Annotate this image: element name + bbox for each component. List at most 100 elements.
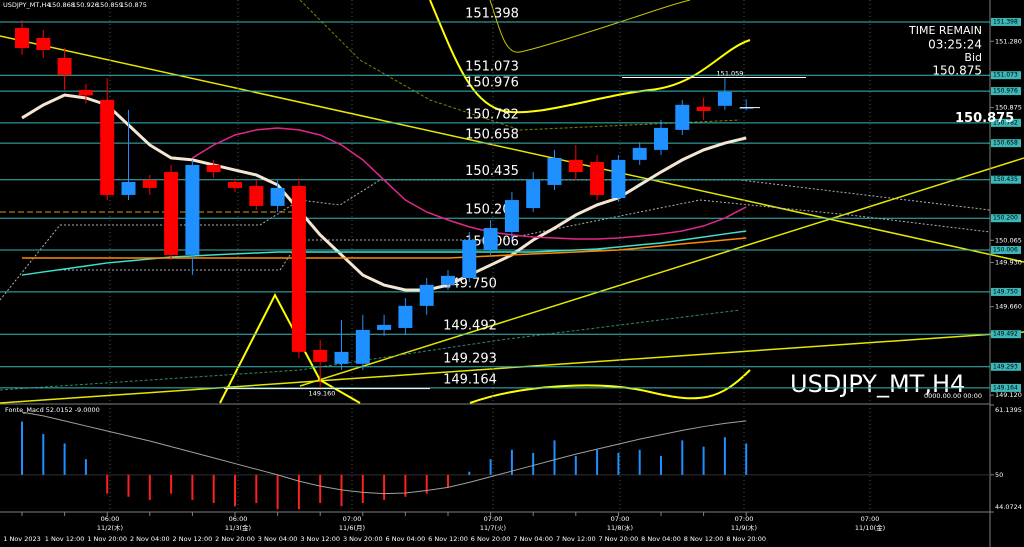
y-tick-label: 44.0724 (995, 503, 1022, 511)
candle-body (526, 180, 541, 209)
candle-body (590, 162, 605, 195)
histogram-bar (106, 474, 109, 494)
level-axis-box (991, 287, 1021, 296)
candle-body (313, 349, 328, 362)
candle-body (78, 89, 93, 96)
x-tick-label: 1 Nov 2023 (3, 535, 41, 543)
histogram-bar (212, 474, 215, 504)
y-tick-label: 149.930 (995, 258, 1022, 266)
level-label: 150.782 (465, 107, 519, 122)
x-tick-label: 3 Nov 12:00 (300, 535, 340, 543)
histogram-bar (319, 474, 322, 504)
candle-body (57, 57, 72, 76)
low-marker-label: 149.160 (309, 390, 336, 398)
histogram-bar (468, 471, 471, 475)
x-tick-label: 8 Nov 04:00 (641, 535, 681, 543)
histogram-bar (21, 421, 23, 475)
level-axis-box (991, 87, 1021, 96)
candle-body (142, 180, 157, 188)
level-axis-label: 149.164 (993, 384, 1018, 391)
level-axis-box (991, 118, 1021, 127)
jst-time: 07:00 (861, 515, 880, 523)
jst-time: 07:00 (611, 515, 630, 523)
candle-body (164, 172, 179, 255)
jst-time: 06:00 (101, 515, 120, 523)
histogram-bar (383, 474, 386, 500)
x-tick-label: 1 Nov 12:00 (45, 535, 85, 543)
bid-label: Bid (964, 51, 982, 64)
histogram-bar (489, 459, 492, 475)
level-axis-label: 149.750 (993, 288, 1018, 295)
level-axis-label: 149.293 (993, 363, 1018, 370)
level-label: 149.164 (443, 372, 497, 387)
histogram-bar (234, 474, 236, 507)
level-axis-box (991, 17, 1021, 26)
watermark: USDJPY_MT,H4 (790, 370, 965, 398)
drawn-objects (0, 0, 1024, 404)
level-label: 151.398 (465, 6, 519, 21)
x-tick-label: 7 Nov 20:00 (599, 535, 639, 543)
level-axis-label: 151.073 (993, 72, 1018, 79)
moving-average (22, 237, 747, 259)
dotted-line (0, 309, 741, 391)
x-tick-label: 6 Nov 12:00 (428, 535, 468, 543)
histogram-bar (63, 443, 66, 475)
candle-body (419, 284, 434, 306)
candle-body (36, 38, 51, 50)
level-axis-label: 150.006 (993, 246, 1018, 253)
moving-average (21, 230, 747, 276)
candle-body (717, 91, 732, 106)
symbol: USDJPY_MT,H4 (3, 1, 50, 9)
jst-date: 11/8(水) (607, 523, 633, 532)
level-axis-label: 150.976 (993, 88, 1018, 95)
histogram-bar (255, 474, 258, 504)
y-tick-label: 150.065 (995, 236, 1022, 244)
histogram-bar (84, 459, 87, 475)
jst-time: 06:00 (229, 515, 248, 523)
cloud-line (0, 179, 991, 301)
candle-body (291, 185, 306, 352)
histogram-bar (532, 452, 535, 475)
level-label: 149.492 (443, 319, 497, 334)
histogram-bar (148, 474, 151, 500)
candle-body (611, 159, 626, 199)
y-tick-label: 149.660 (995, 303, 1022, 311)
candle-body (568, 159, 583, 173)
candle-body (355, 329, 370, 364)
candle-body (483, 228, 498, 250)
histogram-bar (681, 440, 684, 475)
candle-body (654, 127, 668, 150)
candle-body (334, 351, 349, 364)
signal-line (21, 411, 747, 495)
histogram-bar (361, 474, 364, 504)
ohlc-low: 150.859 (96, 1, 123, 9)
x-tick-label: 8 Nov 20:00 (726, 535, 766, 543)
indicator-title: Fonte_Macd 52.0152 -9.0000 (5, 406, 100, 414)
candle-body (249, 185, 264, 206)
bid: 150.875 (932, 64, 982, 78)
jst-time: 07:00 (343, 515, 362, 523)
candle-body (462, 239, 477, 279)
candle-body (185, 164, 200, 255)
x-tick-label: 8 Nov 12:00 (684, 535, 724, 543)
dotted-line (299, 0, 741, 131)
histogram-bar (42, 434, 45, 475)
x-tick-label: 2 Nov 20:00 (215, 535, 255, 543)
level-label: 149.293 (443, 351, 497, 366)
candle-body (504, 200, 519, 232)
histogram-bar (510, 449, 513, 475)
marker-text: 0000.00.00 00:00 (924, 392, 982, 400)
level-axis-label: 149.492 (993, 331, 1018, 338)
x-tick-label: 6 Nov 04:00 (386, 535, 426, 543)
level-axis-box (991, 383, 1021, 392)
jst-date: 11/2(木) (97, 523, 123, 532)
time-remain-label: TIME REMAIN (908, 24, 982, 37)
level-axis-label: 151.398 (993, 18, 1018, 25)
histogram-bar (660, 456, 662, 475)
ohlc-close: 150.875 (120, 1, 147, 9)
moving-average (192, 127, 747, 240)
candle-body (675, 104, 690, 130)
x-tick-label: 1 Nov 20:00 (87, 535, 127, 543)
